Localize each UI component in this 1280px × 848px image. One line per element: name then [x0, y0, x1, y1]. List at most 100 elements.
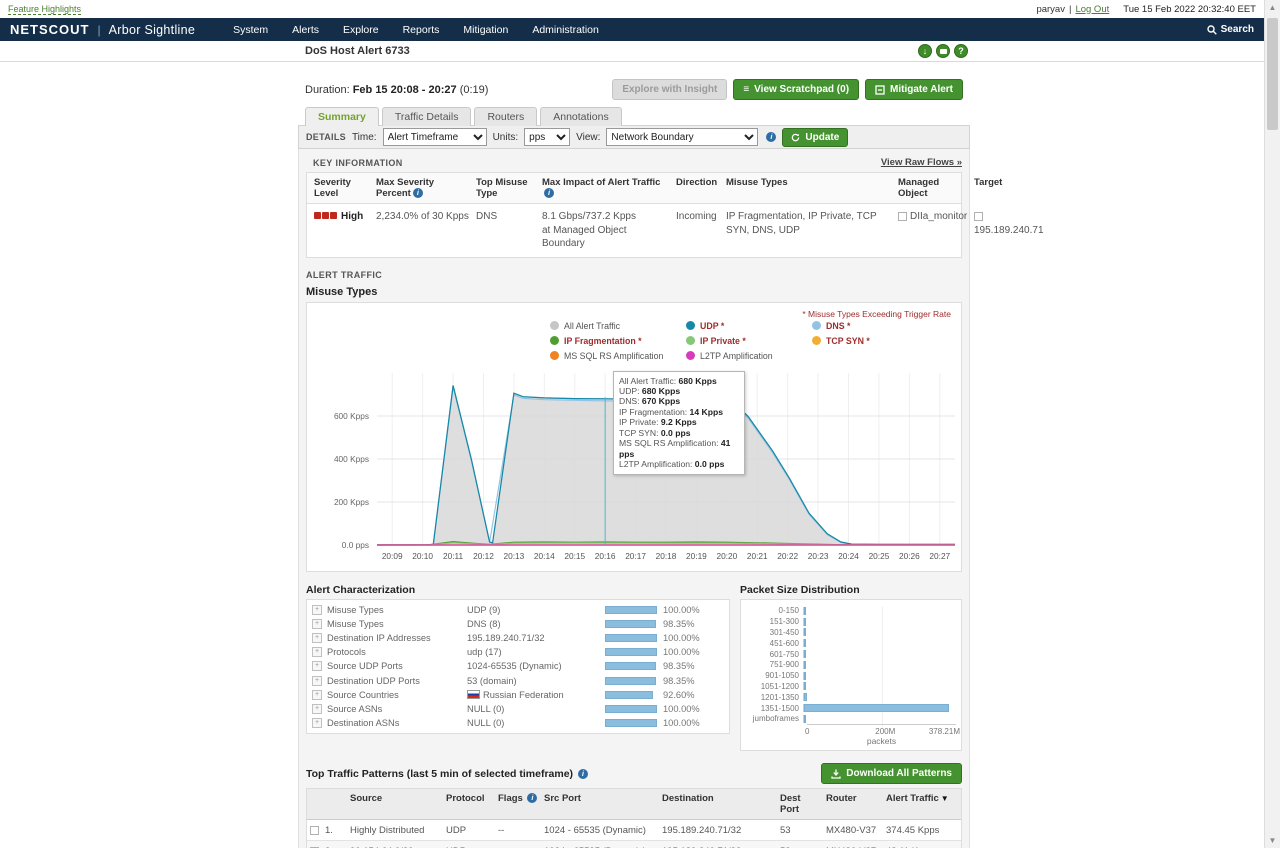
- email-alert-button[interactable]: [936, 44, 950, 58]
- expand-toggle[interactable]: +: [312, 632, 322, 643]
- legend-item-ip-private[interactable]: IP Private *: [686, 336, 808, 346]
- severity-dot: [330, 212, 337, 219]
- pattern-header-alert-traffic[interactable]: Alert Traffic ▼: [886, 793, 949, 805]
- packet-size-bar-track: [803, 628, 951, 637]
- vertical-scrollbar[interactable]: ▲ ▼: [1264, 0, 1280, 848]
- svg-text:20:10: 20:10: [412, 551, 433, 561]
- scrollbar-thumb[interactable]: [1267, 18, 1278, 130]
- characterization-row: + Source Countries Russian Federation 92.60…: [312, 688, 724, 702]
- legend-item-all-alert-traffic[interactable]: All Alert Traffic: [550, 321, 682, 331]
- units-select[interactable]: pps: [524, 128, 571, 146]
- pattern-header-dest-port[interactable]: Dest Port: [780, 793, 801, 816]
- packet-size-row: 1351-1500: [747, 703, 955, 714]
- explore-insight-button[interactable]: Explore with Insight: [612, 79, 728, 100]
- packet-size-bar: [804, 660, 806, 669]
- pattern-header-router[interactable]: Router: [826, 793, 857, 805]
- scroll-down-arrow[interactable]: ▼: [1268, 836, 1277, 845]
- product-name: Arbor Sightline: [108, 22, 196, 37]
- packet-size-category: 151-300: [769, 617, 799, 627]
- download-patterns-button[interactable]: Download All Patterns: [821, 763, 962, 785]
- expand-toggle[interactable]: +: [312, 618, 322, 629]
- svg-text:20:21: 20:21: [747, 551, 768, 561]
- percent-bar: [605, 619, 657, 628]
- percent-bar: [605, 605, 657, 614]
- ki-header-target: Target: [974, 177, 1003, 188]
- expand-toggle[interactable]: +: [312, 647, 322, 658]
- flags-info-icon[interactable]: i: [527, 793, 538, 804]
- legend-label: L2TP Amplification: [700, 350, 773, 361]
- scroll-up-arrow[interactable]: ▲: [1268, 3, 1277, 12]
- patterns-info-icon[interactable]: i: [577, 768, 588, 779]
- pattern-header-flags[interactable]: Flags i: [495, 789, 541, 819]
- pattern-header-destination[interactable]: Destination: [662, 793, 714, 805]
- view-info-icon[interactable]: i: [766, 132, 777, 142]
- expand-toggle[interactable]: +: [312, 718, 322, 729]
- tab-summary[interactable]: Summary: [305, 107, 379, 126]
- logout-link[interactable]: Log Out: [1075, 3, 1110, 15]
- pattern-header-source[interactable]: Source: [350, 793, 383, 805]
- packet-size-category: 1351-1500: [760, 703, 799, 713]
- tab-annotations[interactable]: Annotations: [540, 107, 622, 126]
- help-button[interactable]: ?: [954, 44, 968, 58]
- characterization-row: + Source UDP Ports 1024-65535 (Dynamic) 98.…: [312, 659, 724, 673]
- view-select[interactable]: Network Boundary: [606, 128, 759, 146]
- expand-toggle[interactable]: +: [312, 675, 322, 686]
- clock: Tue 15 Feb 2022 20:32:40 EET: [1123, 3, 1256, 15]
- characterization-label: Destination IP Addresses: [327, 632, 431, 643]
- packet-size-x-tick: 378.21M: [928, 727, 960, 737]
- chart-legend: All Alert Traffic UDP * DNS * IP Fragmentat…: [550, 321, 962, 361]
- legend-dot: [686, 351, 695, 360]
- characterization-row: + Misuse Types UDP (9) 100.00%: [312, 603, 724, 617]
- packet-size-bar: [804, 628, 806, 637]
- expand-toggle[interactable]: +: [312, 689, 322, 700]
- top-misuse-cell: DNS: [476, 211, 498, 222]
- nav-item-explore[interactable]: Explore: [342, 23, 379, 36]
- packet-size-bar-track: [803, 650, 951, 659]
- managed-object-checkbox[interactable]: [898, 211, 907, 221]
- svg-text:20:14: 20:14: [534, 551, 555, 561]
- packet-size-category: 1051-1200: [760, 681, 799, 691]
- pattern-header-protocol[interactable]: Protocol: [446, 793, 485, 805]
- pattern-checkbox[interactable]: [310, 825, 319, 835]
- ki-header-severity-level: Severity Level: [314, 177, 351, 199]
- nav-item-administration[interactable]: Administration: [532, 23, 599, 36]
- mitigate-alert-button[interactable]: Mitigate Alert: [865, 79, 963, 100]
- nav-item-mitigation[interactable]: Mitigation: [463, 23, 509, 36]
- expand-toggle[interactable]: +: [312, 661, 322, 672]
- info-icon[interactable]: i: [544, 188, 554, 198]
- legend-item-tcp-syn[interactable]: TCP SYN *: [812, 336, 962, 346]
- pattern-protocol: UDP: [443, 841, 495, 848]
- misuse-types-cell: IP Fragmentation, IP Private, TCP SYN, D…: [726, 211, 877, 236]
- tab-traffic-details[interactable]: Traffic Details: [381, 107, 472, 126]
- feature-highlights-link[interactable]: Feature Highlights: [8, 3, 82, 15]
- legend-note: * Misuse Types Exceeding Trigger Rate: [802, 308, 951, 319]
- nav-item-system[interactable]: System: [233, 23, 269, 36]
- legend-item-udp[interactable]: UDP *: [686, 321, 808, 331]
- view-scratchpad-button[interactable]: ≡ View Scratchpad (0): [733, 79, 860, 100]
- legend-item-dns[interactable]: DNS *: [812, 321, 962, 331]
- nav-item-alerts[interactable]: Alerts: [292, 23, 319, 36]
- netscout-logo[interactable]: NETSCOUT: [10, 22, 90, 37]
- expand-toggle[interactable]: +: [312, 604, 322, 615]
- nav-item-reports[interactable]: Reports: [402, 23, 440, 36]
- pattern-checkbox[interactable]: [310, 846, 319, 848]
- update-button[interactable]: Update: [782, 127, 849, 147]
- tab-routers[interactable]: Routers: [474, 107, 538, 126]
- legend-item-ip-fragmentation[interactable]: IP Fragmentation *: [550, 336, 682, 346]
- pattern-num-cell: 1.: [307, 820, 347, 840]
- time-select[interactable]: Alert Timeframe: [382, 128, 487, 146]
- packet-size-row: 0-150: [747, 606, 955, 726]
- expand-toggle[interactable]: +: [312, 703, 322, 714]
- pattern-header-src-port[interactable]: Src Port: [544, 793, 581, 805]
- target-checkbox[interactable]: [974, 211, 983, 221]
- search-button[interactable]: Search: [1206, 24, 1254, 35]
- info-icon[interactable]: i: [412, 188, 423, 198]
- legend-item-l2tp-amplification[interactable]: L2TP Amplification: [686, 351, 808, 361]
- view-label: View:: [576, 131, 601, 143]
- pattern-destination: 195.189.240.71/32: [662, 824, 742, 836]
- characterization-row: + Source ASNs NULL (0) 100.00%: [312, 702, 724, 716]
- download-alert-button[interactable]: ↓: [918, 44, 932, 58]
- legend-item-ms-sql-rs-amplification[interactable]: MS SQL RS Amplification: [550, 351, 682, 361]
- view-raw-flows-link[interactable]: View Raw Flows »: [880, 157, 962, 168]
- main-navbar: NETSCOUT | Arbor Sightline System Alerts E…: [0, 18, 1264, 41]
